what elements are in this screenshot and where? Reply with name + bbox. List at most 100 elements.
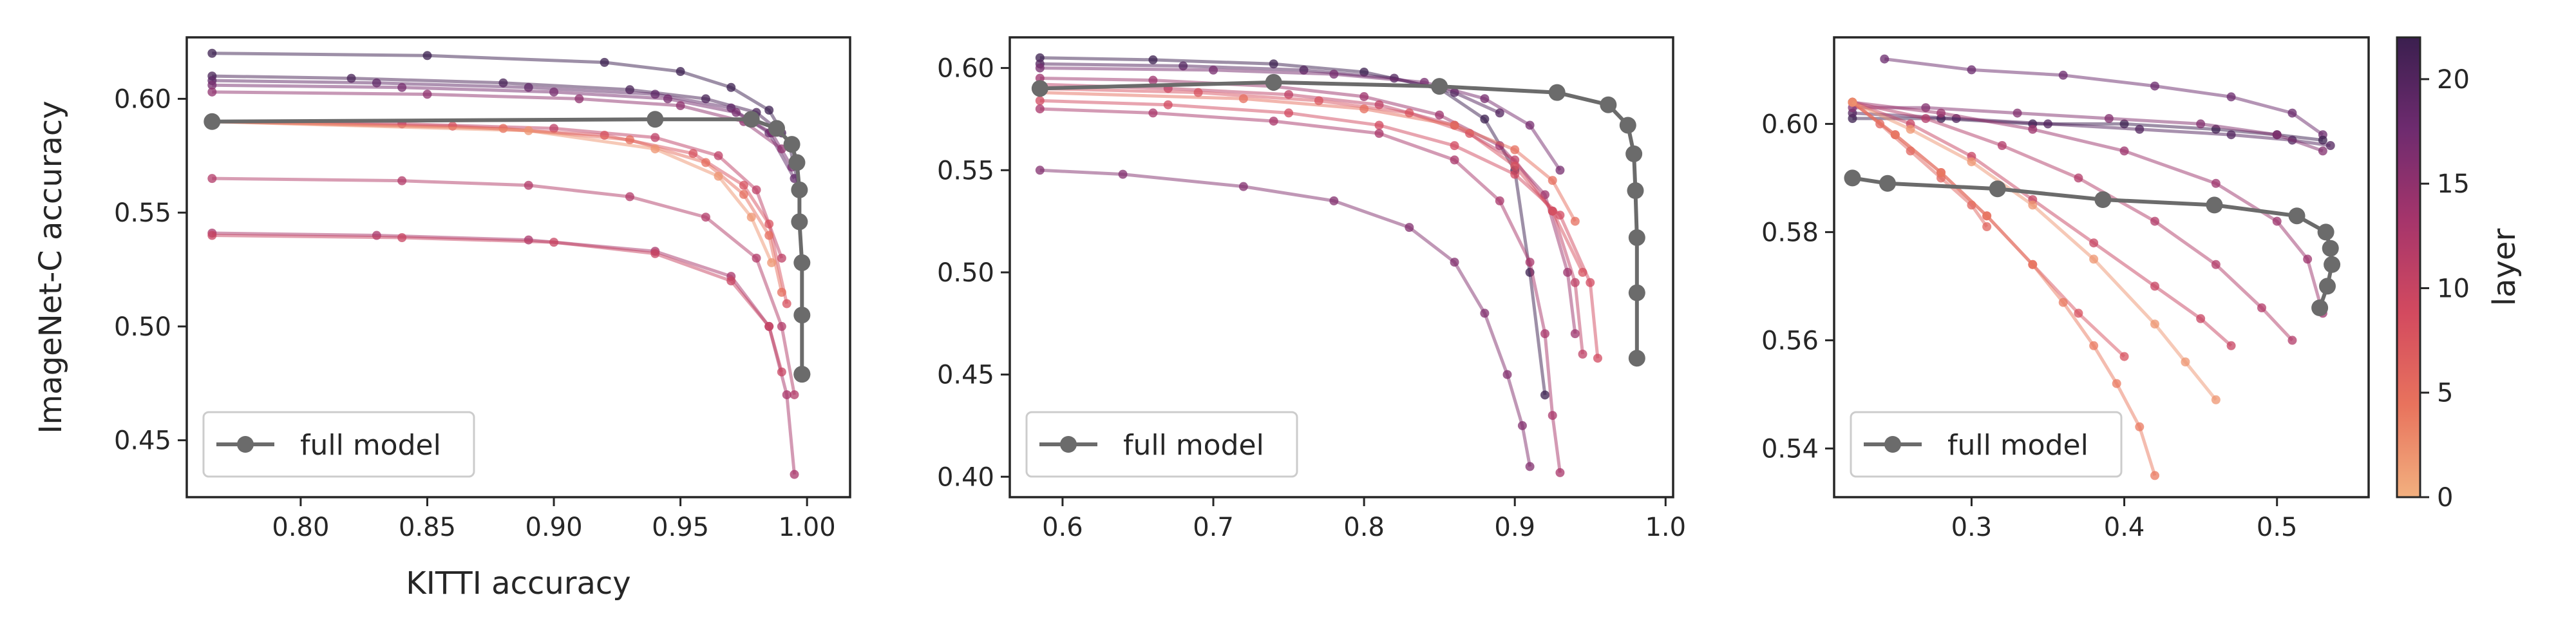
colorbar-tick-label: 20 (2437, 65, 2470, 95)
series-point (767, 258, 777, 267)
series-point (2272, 130, 2282, 140)
y-tick-label: 0.50 (937, 258, 994, 288)
series-point (207, 174, 217, 184)
series-point (782, 390, 791, 399)
series-layer-4 (1848, 97, 2159, 480)
full-model-point (1628, 284, 1645, 301)
series-point (1982, 222, 1992, 231)
y-tick-label: 0.55 (114, 198, 171, 228)
series-point (524, 126, 533, 135)
full-model-point (791, 181, 808, 198)
series-point (1359, 92, 1369, 102)
y-tick-label: 0.58 (1761, 218, 1819, 247)
series-point (2028, 260, 2038, 269)
series-point (676, 67, 685, 77)
series-point (2150, 319, 2159, 329)
x-tick-label: 0.7 (1193, 513, 1234, 542)
series-point (2318, 135, 2327, 145)
series-point (1510, 169, 1520, 179)
full-model-point (1844, 169, 1861, 187)
full-model-point (793, 254, 811, 271)
full-model-point (793, 307, 811, 324)
series-point (1374, 129, 1384, 138)
colorbar-tick-label: 15 (2437, 169, 2470, 199)
series-point (1193, 88, 1203, 97)
full-model-line (212, 117, 804, 375)
series-point (726, 276, 736, 286)
y-tick-label: 0.56 (1761, 326, 1819, 355)
series-point (1495, 196, 1504, 205)
legend-box (1850, 411, 2123, 478)
legend: full model (1025, 411, 1298, 478)
series-point (372, 78, 381, 88)
colorbar-tick-label: 0 (2437, 483, 2453, 513)
series-point (2272, 216, 2282, 226)
series-point (1035, 96, 1045, 106)
full-model-point (1628, 229, 1645, 246)
y-tick-label: 0.50 (114, 312, 171, 342)
series-point (1035, 104, 1045, 114)
series-point (1570, 216, 1580, 226)
series-point (1284, 90, 1294, 99)
full-model-line (1039, 80, 1639, 359)
series-point (2058, 70, 2068, 80)
series-point (524, 180, 533, 190)
series-point (1329, 196, 1339, 205)
series-point (1374, 120, 1384, 130)
colorbar-ticks: 0 5 10 15 20 (2420, 65, 2470, 513)
series-point (1405, 223, 1414, 232)
series-point (1329, 70, 1339, 79)
full-model-point (2311, 299, 2329, 316)
series-line (212, 176, 796, 395)
full-model-series (1844, 169, 2341, 316)
series-point (2150, 471, 2159, 480)
series-point (1238, 94, 1248, 104)
legend-box (1025, 411, 1298, 478)
series-point (1525, 462, 1535, 471)
series-point (207, 80, 217, 90)
series-point (726, 82, 736, 92)
series-point (2226, 92, 2236, 102)
series-point (2058, 298, 2068, 307)
series-point (1540, 390, 1550, 400)
series-point (2150, 216, 2159, 226)
series-point (2226, 130, 2236, 140)
series-point (1578, 349, 1587, 359)
series-line (212, 120, 773, 263)
series-point (1555, 166, 1565, 175)
series-point (2226, 341, 2236, 350)
series-point (764, 231, 774, 240)
series-point (1525, 120, 1535, 130)
series-point (1848, 97, 1857, 107)
series-point (2119, 119, 2129, 129)
series-point (2287, 336, 2297, 345)
legend-marker (1060, 436, 1077, 453)
y-tick-label: 0.40 (937, 462, 994, 492)
full-model-point (1548, 84, 1566, 101)
series-line (212, 234, 784, 373)
series-point (1269, 117, 1278, 126)
series-point (688, 149, 698, 158)
series-point (650, 144, 660, 154)
y-tick-label: 0.45 (114, 426, 171, 456)
series-point (1517, 421, 1527, 430)
legend: full model (202, 411, 475, 478)
legend-label: full model (300, 429, 441, 462)
full-model-point (1031, 80, 1048, 97)
series-point (1967, 65, 1976, 75)
series-point (1967, 157, 1976, 167)
series-point (1937, 108, 1946, 118)
series-point (2325, 141, 2335, 150)
series-point (549, 87, 559, 97)
full-model-point (1619, 117, 1636, 134)
full-model-point (793, 366, 811, 383)
axes-frame (1009, 36, 1674, 498)
series-point (422, 51, 432, 61)
series-point (1525, 258, 1535, 267)
series-point (2257, 303, 2266, 312)
series-point (1502, 370, 1512, 379)
series-point (2112, 379, 2121, 388)
series-point (2074, 308, 2083, 318)
series-point (1982, 211, 1992, 221)
